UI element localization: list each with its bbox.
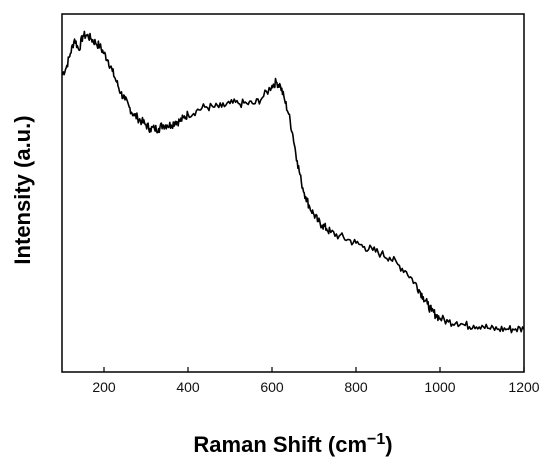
x-tick-label: 800 — [344, 379, 368, 395]
y-axis-title: Intensity (a.u.) — [10, 115, 35, 264]
x-tick-label: 600 — [260, 379, 284, 395]
x-tick-label: 1000 — [424, 379, 455, 395]
x-axis-title: Raman Shift (cm−1) — [193, 431, 392, 457]
x-tick-label: 400 — [176, 379, 200, 395]
spectrum-line — [61, 30, 525, 334]
x-axis-tick-labels: 200 400 600 800 1000 1200 — [92, 379, 539, 395]
x-tick-label: 1200 — [508, 379, 539, 395]
plot-frame — [61, 13, 525, 373]
x-tick-label: 200 — [92, 379, 116, 395]
x-axis-ticks — [103, 367, 525, 372]
